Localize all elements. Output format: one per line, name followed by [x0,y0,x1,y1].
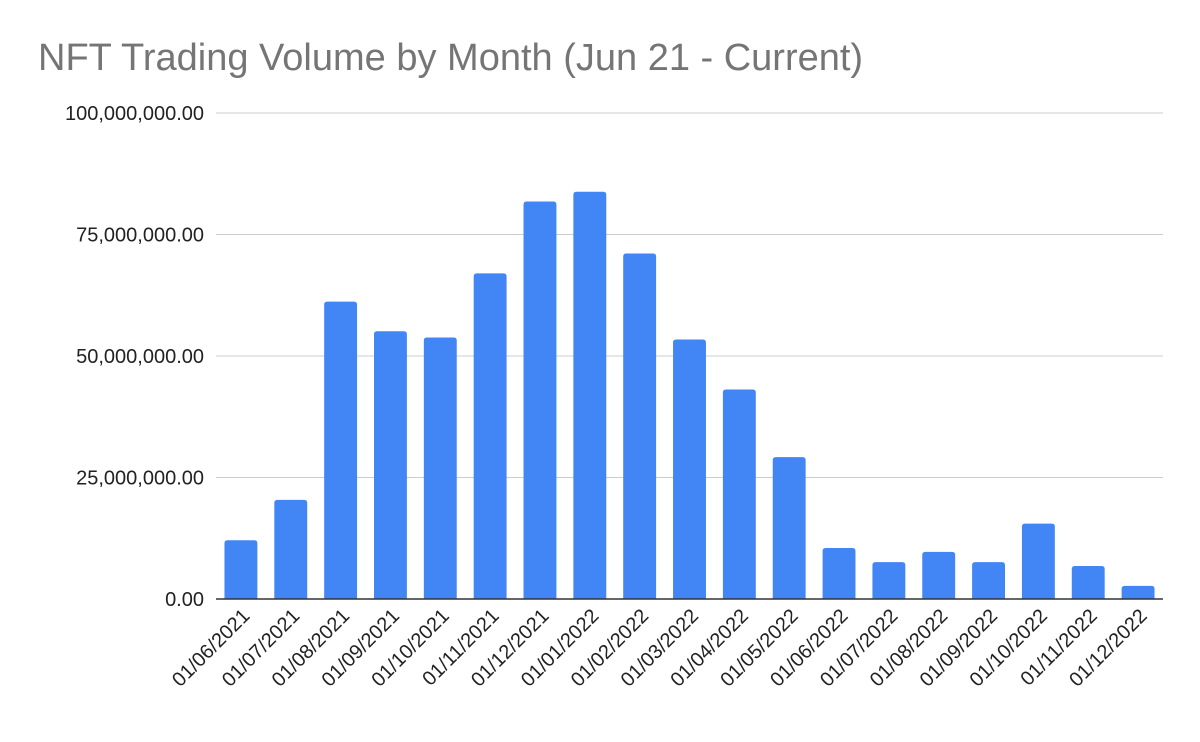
bar-01-07-2022 [872,562,906,599]
bar-01-08-2022 [922,551,956,599]
bars [224,191,1155,600]
y-axis-tick-labels: 0.00 25,000,000.00 50,000,000.00 75,000,000… [65,103,204,611]
bar-01-01-2022 [573,191,607,599]
bar-01-06-2022 [822,547,856,599]
y-tick-label: 75,000,000.00 [76,225,204,247]
bar-01-10-2021 [423,337,457,599]
y-tick-label: 0.00 [165,589,204,611]
bar-01-11-2022 [1071,565,1105,599]
bar-01-07-2021 [274,499,308,599]
y-tick-label: 100,000,000.00 [65,103,204,125]
bar-01-02-2022 [623,253,657,600]
chart-title: NFT Trading Volume by Month (Jun 21 - Cu… [38,37,863,79]
bar-01-09-2021 [373,331,407,599]
y-tick-label: 25,000,000.00 [76,468,204,490]
x-axis-tick-labels: 01/06/202101/07/202101/08/202101/09/2021… [168,605,1152,691]
bar-01-10-2022 [1021,523,1055,599]
bar-01-09-2022 [972,562,1006,599]
bar-01-03-2022 [673,339,706,599]
bar-01-12-2022 [1121,585,1155,599]
y-tick-label: 50,000,000.00 [76,346,204,368]
bar-01-08-2021 [324,301,358,599]
bar-01-11-2021 [473,273,507,599]
bar-01-06-2021 [224,540,258,599]
bar-01-12-2021 [523,201,557,599]
bar-01-05-2022 [772,457,806,599]
bar-01-04-2022 [722,389,756,599]
